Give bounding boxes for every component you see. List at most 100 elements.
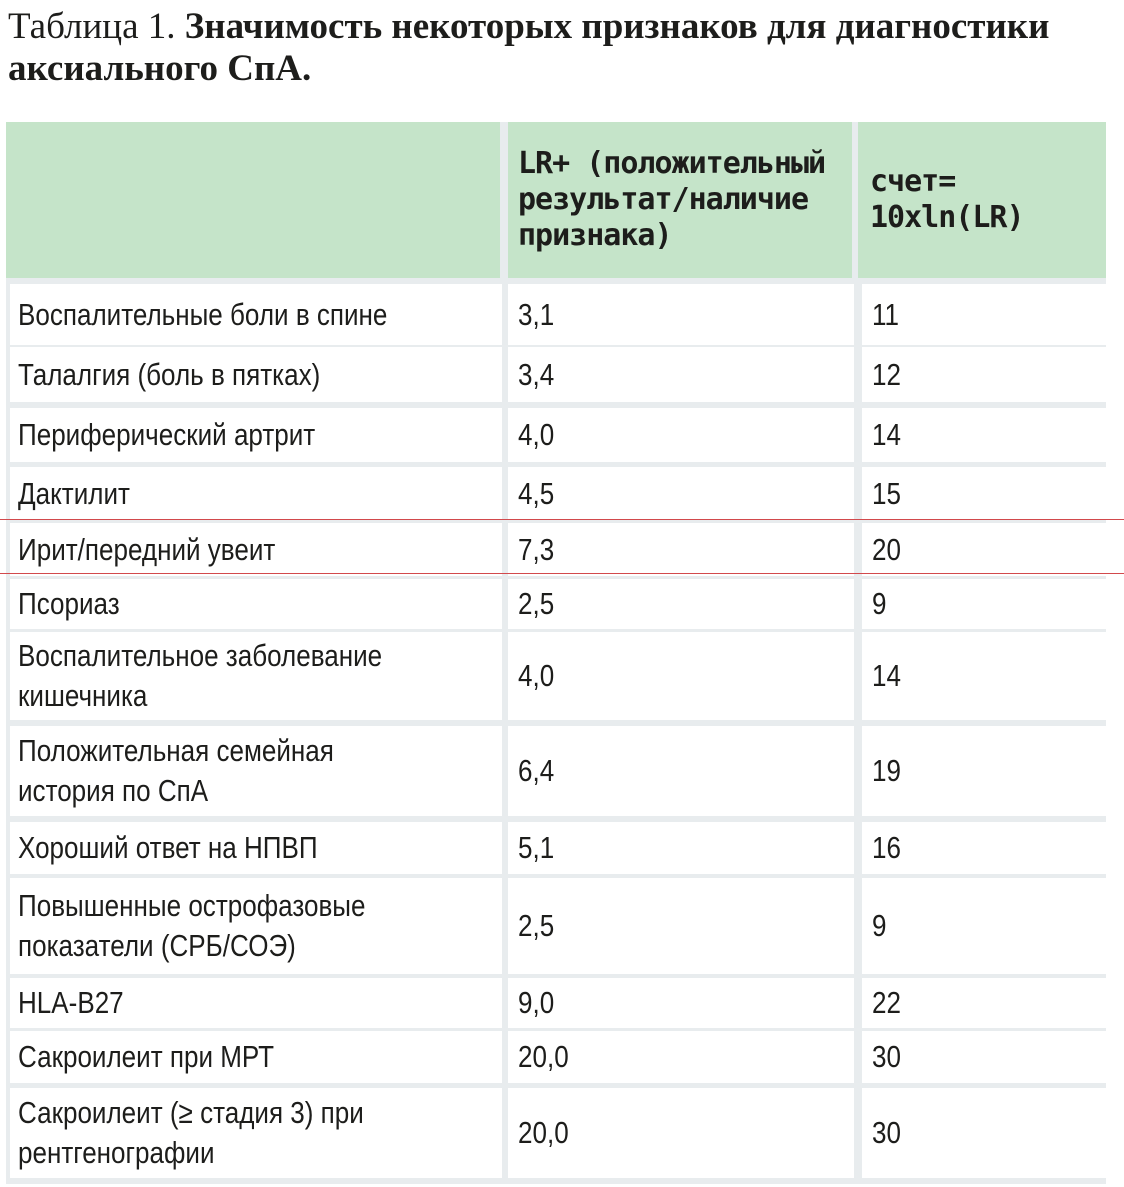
cell-sign: Воспалительное заболевание кишечника [10, 632, 502, 720]
score-value: 20 [872, 531, 901, 567]
sign-text: Сакроилеит при МРТ [18, 1039, 275, 1074]
cell-sign: Сакроилеит (≥ стадия 3) при рентгенограф… [10, 1088, 502, 1178]
table-row: Хороший ответ на НПВП 5,1 16 [6, 822, 1106, 874]
data-table: LR+ (положительный результат/наличие при… [6, 122, 1106, 1184]
lr-value: 4,0 [518, 658, 555, 693]
cell-lr: 2,5 [508, 878, 854, 974]
cell-lr: 20,0 [508, 1031, 854, 1083]
lr-value: 20,0 [518, 1039, 569, 1074]
lr-value: 2,5 [518, 908, 555, 943]
cell-sign: Повышенные острофазовые показатели (СРБ/… [10, 878, 502, 974]
header-lr: LR+ (положительный результат/наличие при… [508, 122, 852, 278]
cell-sign: Талалгия (боль в пятках) [10, 347, 502, 402]
cell-lr: 5,1 [508, 822, 854, 874]
table-row: Воспалительные боли в спине 3,1 11 [6, 284, 1106, 345]
cell-score: 19 [862, 726, 1106, 816]
cell-score: 16 [862, 822, 1106, 874]
table-row: Дактилит 4,5 15 [6, 467, 1106, 520]
cell-sign: Положительная семейная история по СпА [10, 726, 502, 816]
cell-score: 30 [862, 1031, 1106, 1083]
table-row: Периферический артрит 4,0 14 [6, 408, 1106, 462]
table-row: Положительная семейная история по СпА 6,4… [6, 726, 1106, 816]
cell-score: 22 [862, 978, 1106, 1028]
cell-sign: Ирит/передний увеит [10, 523, 502, 576]
table-row: Сакроилеит при МРТ 20,0 30 [6, 1031, 1106, 1083]
lr-value: 9,0 [518, 985, 555, 1020]
score-value: 14 [872, 417, 901, 452]
table-row: Повышенные острофазовые показатели (СРБ/… [6, 878, 1106, 974]
cell-lr: 2,5 [508, 579, 854, 629]
score-value: 14 [872, 658, 901, 693]
lr-value: 20,0 [518, 1115, 569, 1150]
cell-lr: 9,0 [508, 978, 854, 1028]
score-value: 30 [872, 1039, 901, 1074]
cell-score: 30 [862, 1088, 1106, 1178]
table-header: LR+ (положительный результат/наличие при… [6, 122, 1106, 278]
score-value: 16 [872, 830, 901, 865]
caption-title: Значимость некоторых признаков для диагн… [8, 6, 1050, 89]
cell-lr: 3,4 [508, 347, 854, 402]
sign-text: Ирит/передний увеит [18, 531, 276, 567]
cell-score: 9 [862, 878, 1106, 974]
cell-lr: 6,4 [508, 726, 854, 816]
cell-lr: 4,0 [508, 632, 854, 720]
score-value: 15 [872, 475, 901, 511]
lr-value: 7,3 [518, 531, 555, 567]
sign-text: Воспалительное заболевание кишечника [18, 638, 383, 713]
sign-text: Периферический артрит [18, 417, 316, 452]
cell-sign: Псориаз [10, 579, 502, 629]
score-value: 9 [872, 908, 887, 943]
sign-text: Положительная семейная история по СпА [18, 733, 334, 808]
cell-sign: Периферический артрит [10, 408, 502, 462]
header-score: счет= 10xln(LR) [858, 122, 1106, 278]
sign-text: Псориаз [18, 586, 120, 621]
score-value: 30 [872, 1115, 901, 1150]
lr-value: 6,4 [518, 753, 555, 788]
cell-sign: HLA-B27 [10, 978, 502, 1028]
table-row: HLA-B27 9,0 22 [6, 978, 1106, 1028]
table-row: Сакроилеит (≥ стадия 3) при рентгенограф… [6, 1088, 1106, 1178]
lr-value: 3,1 [518, 296, 555, 332]
score-value: 12 [872, 356, 901, 392]
cell-sign: Сакроилеит при МРТ [10, 1031, 502, 1083]
lr-value: 4,0 [518, 417, 555, 452]
lr-value: 5,1 [518, 830, 555, 865]
table-row: Псориаз 2,5 9 [6, 579, 1106, 629]
cell-score: 11 [862, 284, 1106, 345]
cell-lr: 20,0 [508, 1088, 854, 1178]
lr-value: 2,5 [518, 586, 555, 621]
table-row: Воспалительное заболевание кишечника 4,0 1… [6, 632, 1106, 720]
caption-label: Таблица 1. [8, 6, 185, 47]
lr-value: 4,5 [518, 475, 555, 511]
header-sign [6, 122, 500, 278]
sign-text: Воспалительные боли в спине [18, 296, 388, 332]
sign-text: HLA-B27 [18, 985, 124, 1020]
table-row: Ирит/передний увеит 7,3 20 [6, 523, 1106, 576]
highlight-line-bottom [0, 573, 1124, 574]
cell-sign: Хороший ответ на НПВП [10, 822, 502, 874]
sign-text: Талалгия (боль в пятках) [18, 356, 321, 392]
cell-lr: 4,5 [508, 467, 854, 520]
cell-lr: 3,1 [508, 284, 854, 345]
cell-lr: 7,3 [508, 523, 854, 576]
sign-text: Дактилит [18, 475, 130, 511]
cell-score: 20 [862, 523, 1106, 576]
lr-value: 3,4 [518, 356, 555, 392]
sign-text: Повышенные острофазовые показатели (СРБ/… [18, 888, 366, 963]
cell-score: 9 [862, 579, 1106, 629]
sign-text: Сакроилеит (≥ стадия 3) при рентгенограф… [18, 1095, 364, 1170]
score-value: 9 [872, 586, 887, 621]
score-value: 22 [872, 985, 901, 1020]
table-caption: Таблица 1. Значимость некоторых признако… [8, 6, 1108, 90]
cell-sign: Дактилит [10, 467, 502, 520]
score-value: 11 [872, 296, 900, 332]
cell-score: 14 [862, 408, 1106, 462]
cell-score: 15 [862, 467, 1106, 520]
table-row: Талалгия (боль в пятках) 3,4 12 [6, 347, 1106, 402]
cell-lr: 4,0 [508, 408, 854, 462]
cell-score: 14 [862, 632, 1106, 720]
cell-sign: Воспалительные боли в спине [10, 284, 502, 345]
sign-text: Хороший ответ на НПВП [18, 830, 318, 865]
cell-score: 12 [862, 347, 1106, 402]
score-value: 19 [872, 753, 901, 788]
